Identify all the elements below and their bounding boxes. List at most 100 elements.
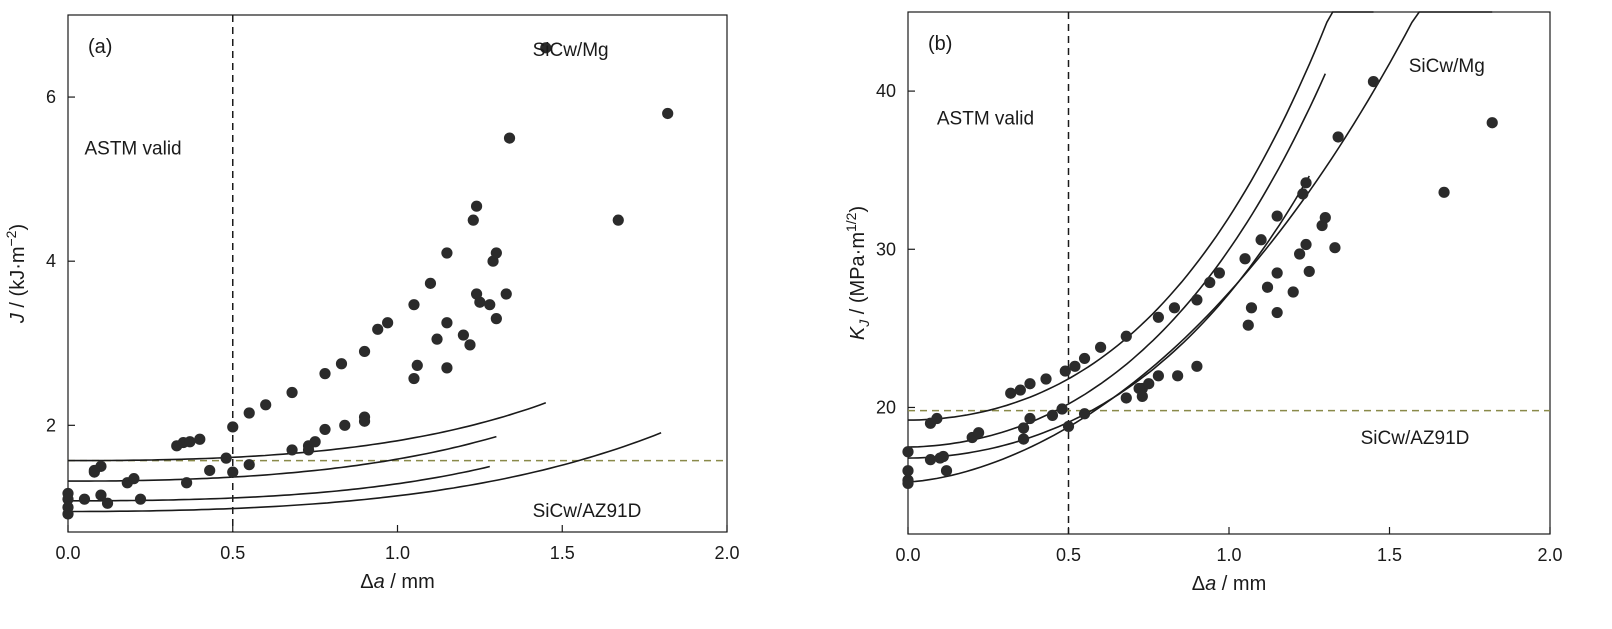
data-point-series-1 (467, 214, 479, 226)
data-point-series-1 (1255, 234, 1267, 246)
data-point-series-1 (1152, 311, 1164, 323)
fit-curve-4 (907, 11, 1493, 483)
data-point-series-2 (441, 317, 453, 329)
data-point-series-1 (260, 399, 272, 411)
data-point-series-2 (1303, 265, 1315, 278)
data-point-series-4 (1486, 117, 1498, 129)
data-point-series-3 (95, 489, 107, 501)
data-point-series-2 (1172, 370, 1184, 382)
data-point-series-2 (286, 444, 298, 456)
data-point-series-2 (490, 247, 502, 259)
data-point-series-2 (431, 333, 443, 345)
x-axis-label-delta: Δ (360, 571, 373, 593)
data-point-series-2 (319, 423, 331, 436)
data-point-series-2 (101, 497, 114, 509)
data-point-series-1 (1040, 373, 1052, 385)
data-point-series-1 (1078, 352, 1091, 365)
data-point-series-2 (1271, 267, 1283, 279)
x-tick-label: 0.5 (1056, 545, 1081, 565)
x-tick-label: 1.0 (385, 543, 410, 563)
annotation-bottom: SiCw/AZ91D (533, 501, 642, 522)
data-point-series-1 (286, 386, 298, 399)
data-point-series-2 (411, 359, 423, 372)
panel-tag: (b) (928, 33, 952, 55)
data-point-series-2 (1046, 409, 1059, 421)
data-point-series-2 (973, 427, 985, 439)
x-axis-label-var: a (1205, 573, 1216, 595)
x-tick-label: 0.0 (895, 545, 920, 565)
data-point-series-1 (319, 368, 331, 380)
data-point-series-1 (1332, 131, 1344, 143)
data-point-series-1 (408, 299, 420, 311)
data-point-series-1 (1297, 188, 1309, 200)
y-tick-label: 30 (876, 239, 896, 259)
data-point-series-4 (62, 508, 74, 520)
data-point-series-1 (1239, 253, 1251, 265)
data-point-series-2 (1078, 408, 1091, 420)
annotation-bottom: SiCw/AZ91D (1361, 428, 1470, 449)
data-point-series-3 (490, 313, 502, 325)
x-tick-label: 1.5 (1377, 545, 1402, 565)
data-point-series-1 (1271, 210, 1283, 222)
annotation-astm: ASTM valid (937, 108, 1034, 129)
data-point-series-1 (243, 407, 255, 419)
data-point-series-2 (1056, 403, 1068, 415)
data-point-series-1 (1213, 267, 1225, 279)
y-axis-label-var: J (7, 312, 29, 324)
data-point-series-1 (441, 247, 453, 259)
annotation-top: SiCw/Mg (533, 40, 609, 61)
y-axis-label: J / (kJ·m−2) (3, 224, 29, 324)
data-point-series-1 (335, 358, 348, 370)
data-point-series-1 (931, 412, 943, 425)
data-point-series-1 (1059, 365, 1071, 377)
data-point-series-1 (1069, 360, 1081, 372)
y-tick-label: 40 (876, 81, 896, 101)
data-point-series-2 (88, 464, 100, 477)
data-point-series-2 (1261, 281, 1274, 293)
data-point-series-3 (171, 440, 183, 452)
x-tick-label: 2.0 (714, 543, 739, 563)
data-point-series-2 (924, 454, 937, 466)
data-point-series-3 (128, 473, 140, 485)
data-point-series-1 (1005, 387, 1017, 399)
data-point-series-2 (1191, 360, 1203, 372)
data-point-series-2 (181, 477, 193, 489)
chart-panel-a: 0.0 0.5 1.0 1.5 2.0 2 4 6 Δa / mm J / (kJ·m−2) (a)… (3, 14, 740, 593)
x-axis-label-unit: / mm (385, 571, 435, 593)
data-point-series-2 (204, 464, 216, 477)
data-point-series-1 (1168, 302, 1181, 314)
annotation-top: SiCw/Mg (1409, 56, 1485, 77)
x-axis-label-unit: / mm (1216, 573, 1266, 595)
x-axis-label-delta: Δ (1192, 573, 1205, 595)
data-point-series-1 (503, 132, 516, 144)
data-point-series-1 (382, 317, 394, 329)
data-point-series-2 (902, 465, 914, 477)
data-point-series-3 (408, 372, 420, 385)
data-point-series-2 (1329, 242, 1341, 254)
data-point-series-3 (227, 466, 239, 478)
data-point-series-1 (424, 277, 437, 289)
data-point-series-1 (372, 323, 384, 335)
y-tick-label: 2 (46, 415, 56, 435)
y-axis-label-sub: J (856, 319, 872, 328)
data-point-series-1 (358, 345, 371, 358)
data-point-series-2 (1294, 248, 1306, 260)
x-tick-label: 2.0 (1537, 545, 1562, 565)
data-point-series-1 (1204, 276, 1216, 289)
data-point-series-2 (309, 436, 321, 448)
plot-frame (67, 14, 728, 533)
data-point-series-4 (612, 214, 624, 226)
data-point-series-4 (1438, 186, 1450, 198)
fit-curve-2 (907, 73, 1327, 448)
data-point-series-3 (220, 452, 232, 464)
data-point-series-1 (1120, 330, 1132, 342)
y-tick-label: 6 (46, 87, 56, 107)
data-point-series-2 (1017, 422, 1030, 434)
x-tick-label: 0.5 (220, 543, 245, 563)
data-point-series-3 (1245, 302, 1258, 314)
y-axis-label-var: K (847, 325, 869, 340)
data-point-series-2 (1143, 378, 1155, 390)
x-axis-label: Δa / mm (1192, 573, 1266, 595)
